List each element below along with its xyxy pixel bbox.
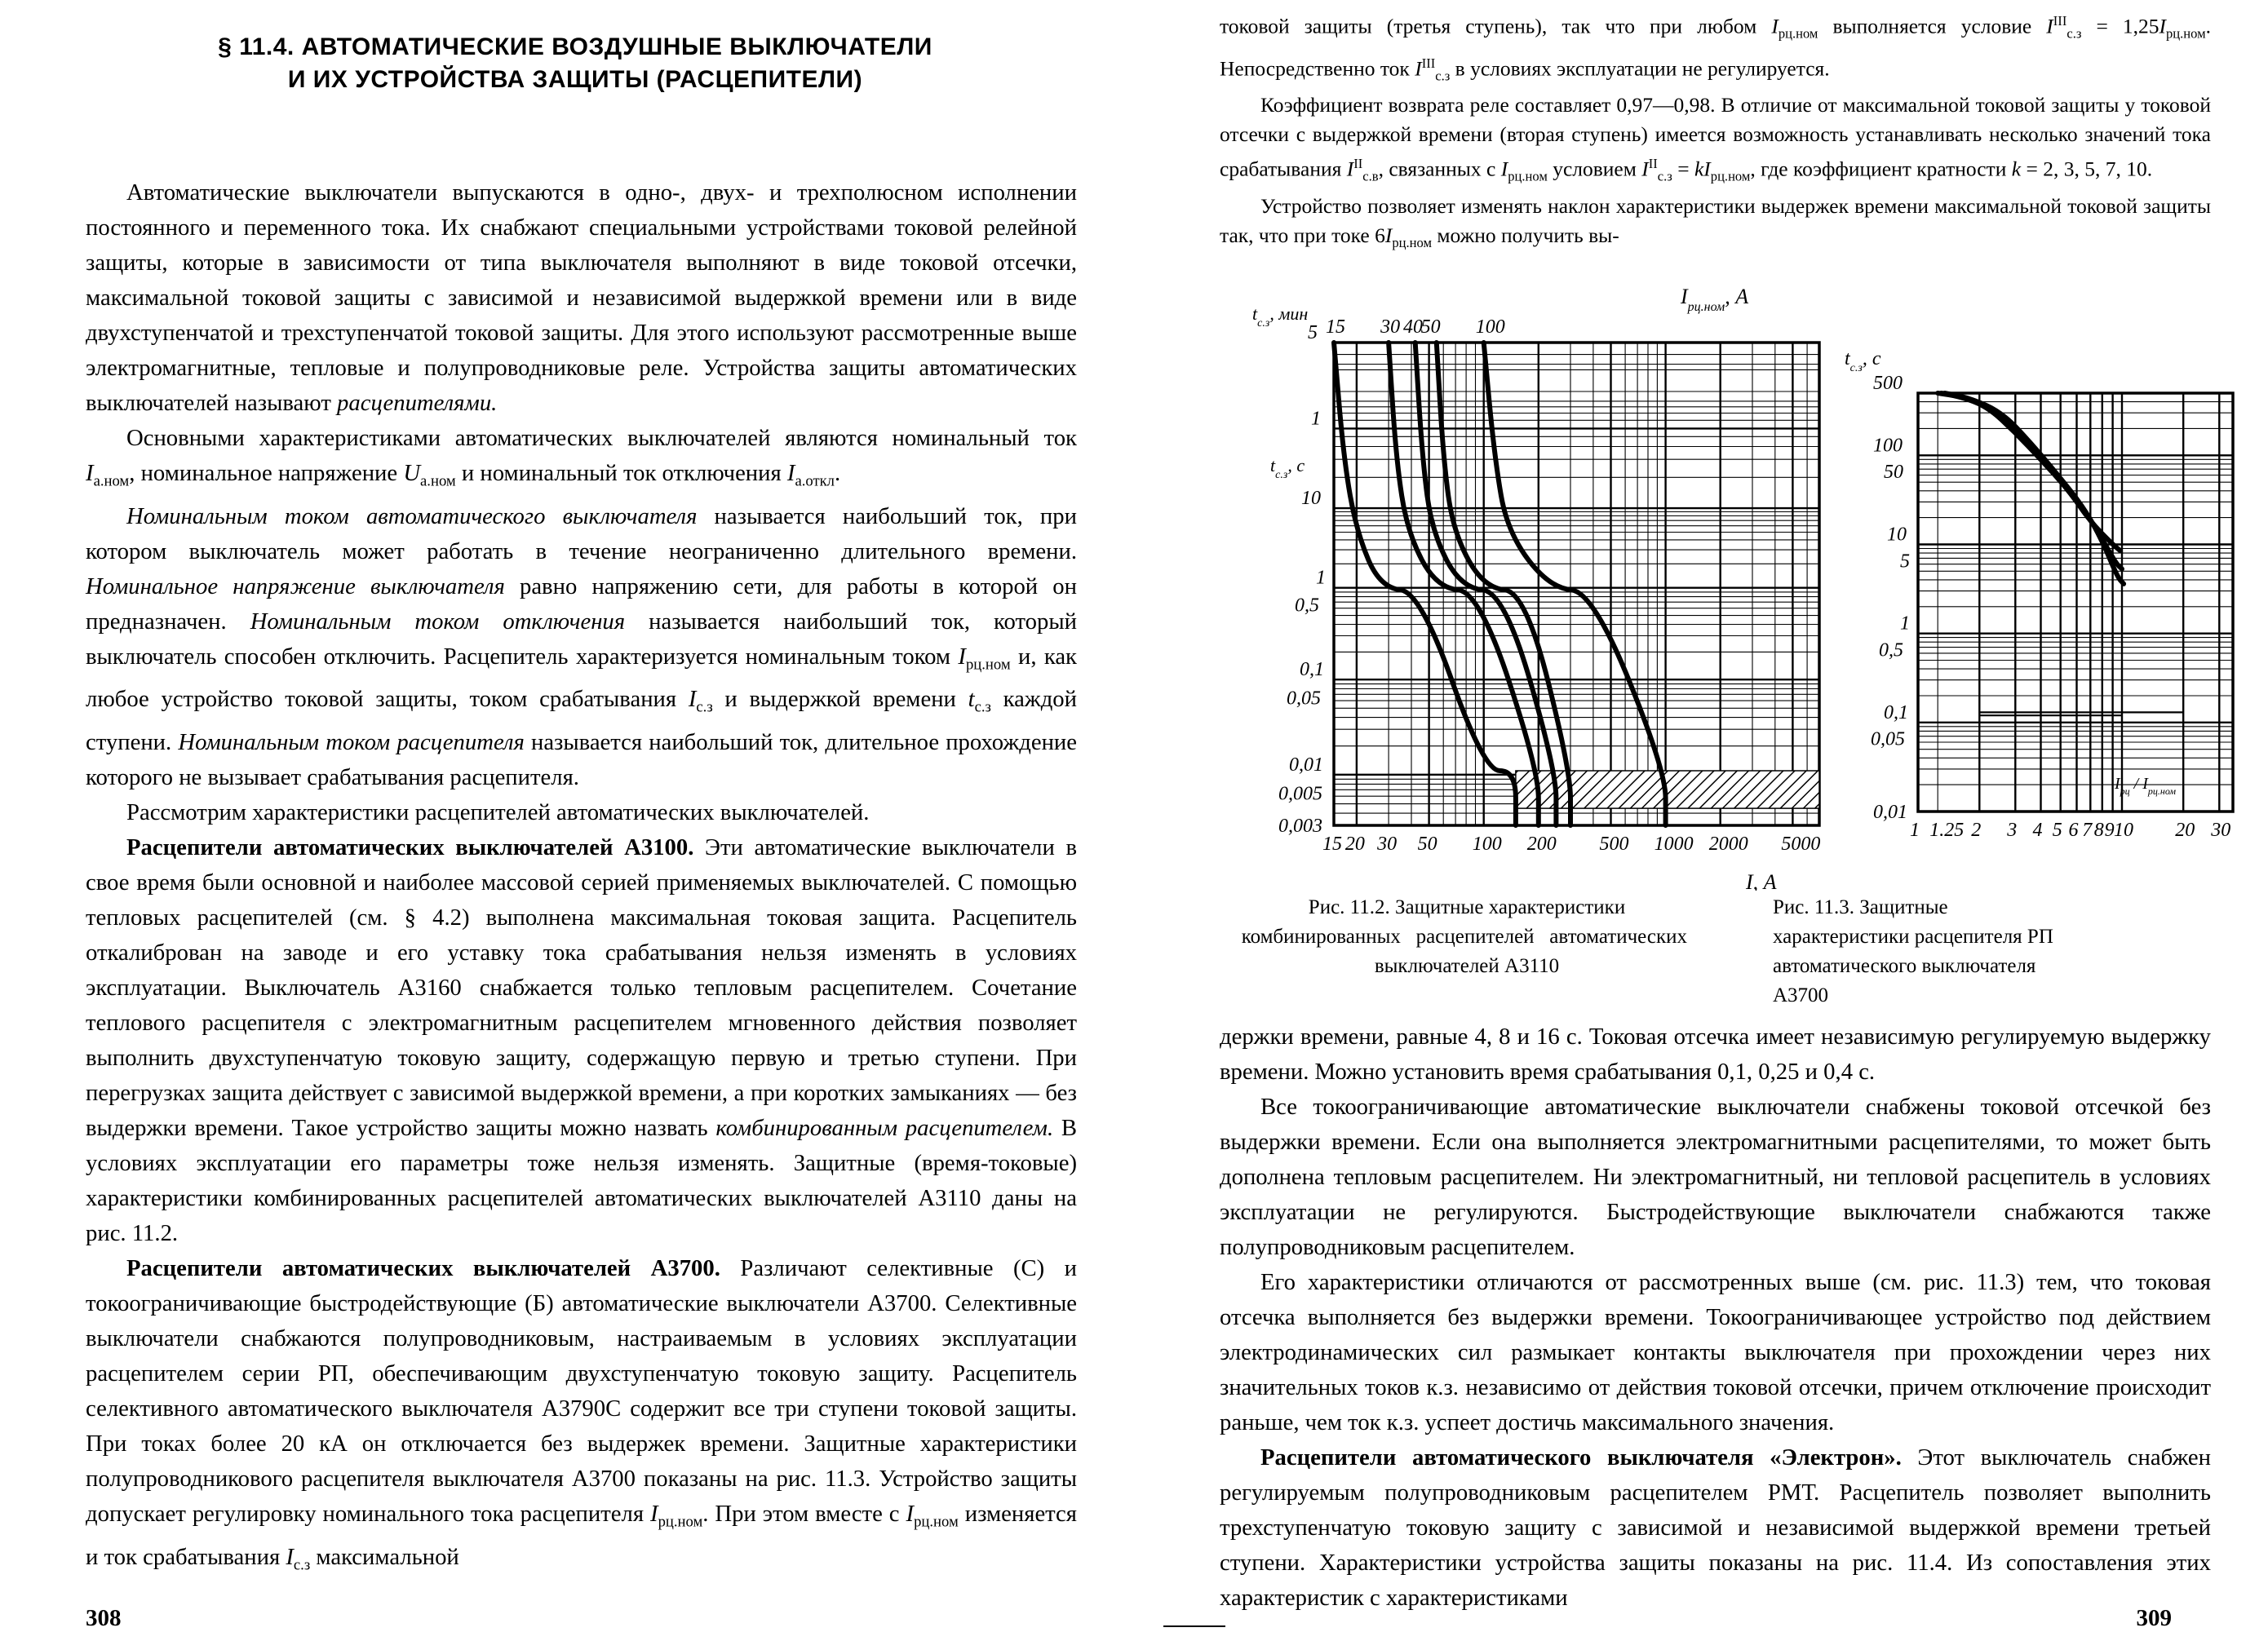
svg-text:0,5: 0,5 [1295, 595, 1319, 617]
svg-text:20: 20 [2175, 820, 2195, 841]
svg-text:0,05: 0,05 [1287, 688, 1321, 709]
svg-text:200: 200 [1527, 834, 1557, 855]
svg-text:5: 5 [2053, 820, 2062, 841]
svg-text:1: 1 [1910, 820, 1920, 841]
svg-text:Iрц.ном, А: Iрц.ном, А [1680, 285, 1748, 314]
svg-text:40: 40 [1403, 316, 1423, 338]
svg-text:4: 4 [2033, 820, 2043, 841]
svg-text:tс.з, с: tс.з, с [1270, 455, 1305, 481]
svg-text:30: 30 [1380, 316, 1400, 338]
svg-text:0,1: 0,1 [1300, 659, 1324, 680]
svg-text:10: 10 [1301, 488, 1321, 509]
svg-text:1: 1 [1316, 568, 1326, 589]
svg-text:10: 10 [1887, 524, 1907, 546]
svg-text:500: 500 [1873, 373, 1903, 394]
svg-text:0,003: 0,003 [1278, 816, 1322, 837]
svg-text:7: 7 [2082, 820, 2093, 841]
svg-text:50: 50 [1418, 834, 1437, 855]
svg-text:0,1: 0,1 [1884, 702, 1908, 723]
svg-text:15: 15 [1322, 834, 1342, 855]
svg-text:tс.з, мин: tс.з, мин [1252, 303, 1308, 329]
svg-text:10: 10 [2114, 820, 2133, 841]
svg-text:5: 5 [1308, 322, 1318, 343]
svg-text:8: 8 [2094, 820, 2104, 841]
svg-text:2000: 2000 [1709, 834, 1748, 855]
svg-text:50: 50 [1884, 462, 1903, 483]
svg-text:Iрц / Iрц.ном: Iрц / Iрц.ном [2114, 775, 2176, 797]
svg-text:1.25: 1.25 [1929, 820, 1964, 841]
svg-text:0,5: 0,5 [1879, 640, 1903, 661]
svg-text:1: 1 [1900, 613, 1910, 635]
svg-text:1000: 1000 [1654, 834, 1694, 855]
svg-text:1: 1 [1311, 408, 1321, 429]
svg-text:3: 3 [2006, 820, 2017, 841]
svg-text:tс.з, с: tс.з, с [1845, 352, 1881, 374]
svg-text:2: 2 [1971, 820, 1981, 841]
svg-text:30: 30 [1376, 834, 1397, 855]
svg-text:I, А: I, А [1745, 870, 1777, 891]
svg-text:30: 30 [2210, 820, 2230, 841]
svg-text:100: 100 [1473, 834, 1502, 855]
svg-text:5000: 5000 [1781, 834, 1820, 855]
svg-text:0,01: 0,01 [1873, 802, 1907, 823]
svg-text:50: 50 [1421, 316, 1441, 338]
svg-text:5: 5 [1900, 551, 1910, 572]
svg-text:9: 9 [2105, 820, 2115, 841]
svg-text:100: 100 [1873, 435, 1903, 456]
svg-text:0,01: 0,01 [1289, 754, 1323, 776]
svg-text:20: 20 [1345, 834, 1365, 855]
svg-text:6: 6 [2069, 820, 2079, 841]
svg-text:15: 15 [1326, 316, 1345, 338]
svg-text:0,005: 0,005 [1278, 784, 1322, 805]
svg-text:0,05: 0,05 [1871, 729, 1905, 750]
svg-text:500: 500 [1600, 834, 1629, 855]
svg-text:100: 100 [1476, 316, 1505, 338]
